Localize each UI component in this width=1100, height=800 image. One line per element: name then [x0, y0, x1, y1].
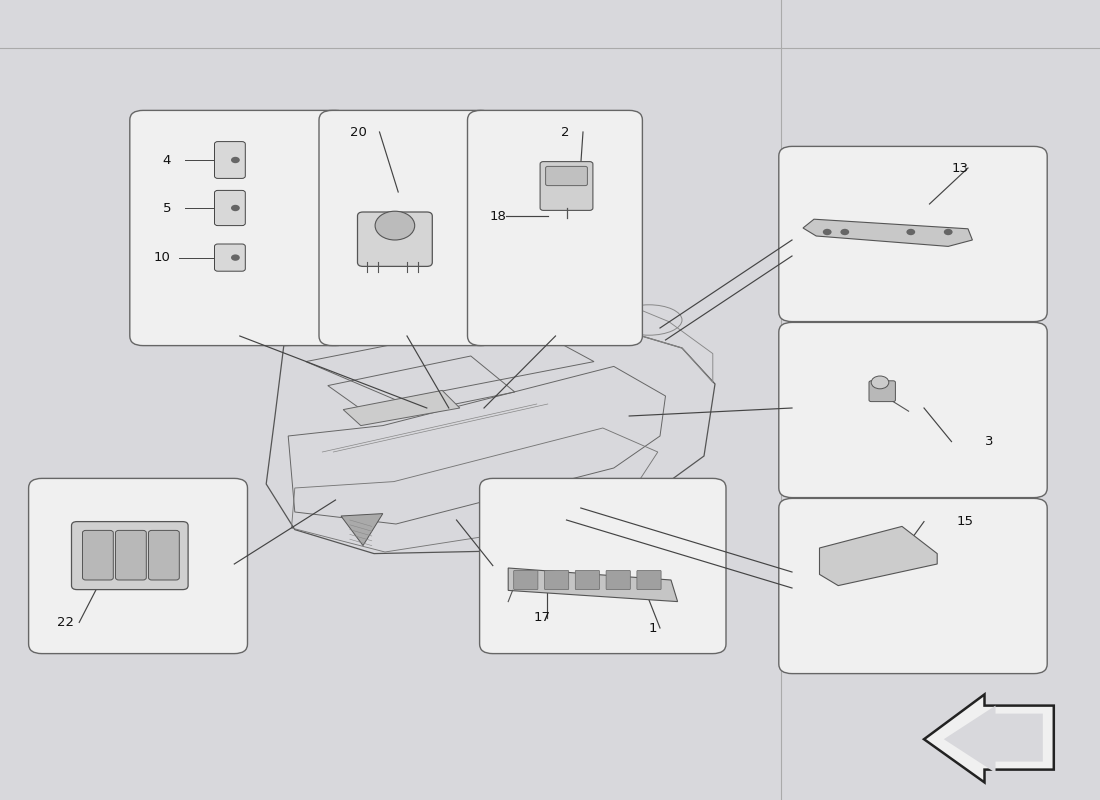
- FancyBboxPatch shape: [468, 110, 642, 346]
- Text: 20: 20: [350, 126, 366, 138]
- Circle shape: [231, 157, 240, 163]
- Circle shape: [906, 229, 915, 235]
- FancyBboxPatch shape: [72, 522, 188, 590]
- Text: 3: 3: [984, 435, 993, 448]
- FancyBboxPatch shape: [319, 110, 494, 346]
- Text: 18: 18: [490, 210, 506, 222]
- Text: 22: 22: [57, 616, 74, 629]
- Circle shape: [840, 229, 849, 235]
- FancyBboxPatch shape: [148, 530, 179, 580]
- Polygon shape: [508, 568, 678, 602]
- FancyBboxPatch shape: [575, 570, 600, 590]
- Polygon shape: [924, 694, 1054, 782]
- FancyBboxPatch shape: [480, 478, 726, 654]
- Text: 5: 5: [163, 202, 172, 214]
- FancyBboxPatch shape: [514, 570, 538, 590]
- Circle shape: [375, 211, 415, 240]
- FancyBboxPatch shape: [637, 570, 661, 590]
- FancyBboxPatch shape: [606, 570, 630, 590]
- Text: 15: 15: [957, 515, 974, 528]
- Circle shape: [231, 205, 240, 211]
- Polygon shape: [341, 514, 383, 546]
- FancyBboxPatch shape: [130, 110, 349, 346]
- FancyBboxPatch shape: [779, 498, 1047, 674]
- Text: 2: 2: [561, 126, 570, 138]
- FancyBboxPatch shape: [214, 190, 245, 226]
- Polygon shape: [343, 390, 460, 426]
- FancyBboxPatch shape: [82, 530, 113, 580]
- Circle shape: [944, 229, 953, 235]
- FancyBboxPatch shape: [29, 478, 248, 654]
- Circle shape: [823, 229, 832, 235]
- Circle shape: [231, 254, 240, 261]
- Text: 1: 1: [649, 622, 658, 634]
- Polygon shape: [820, 526, 937, 586]
- FancyBboxPatch shape: [214, 244, 245, 271]
- FancyBboxPatch shape: [540, 162, 593, 210]
- FancyBboxPatch shape: [546, 166, 587, 186]
- FancyBboxPatch shape: [214, 142, 245, 178]
- FancyBboxPatch shape: [779, 146, 1047, 322]
- FancyBboxPatch shape: [116, 530, 146, 580]
- Text: 13: 13: [952, 162, 968, 174]
- FancyBboxPatch shape: [358, 212, 432, 266]
- FancyBboxPatch shape: [779, 322, 1047, 498]
- Polygon shape: [803, 219, 972, 246]
- FancyBboxPatch shape: [869, 381, 895, 402]
- Text: 4: 4: [163, 154, 172, 166]
- Polygon shape: [944, 706, 1043, 773]
- FancyBboxPatch shape: [544, 570, 569, 590]
- Text: 17: 17: [534, 611, 550, 624]
- Circle shape: [871, 376, 889, 389]
- Text: 10: 10: [154, 251, 170, 264]
